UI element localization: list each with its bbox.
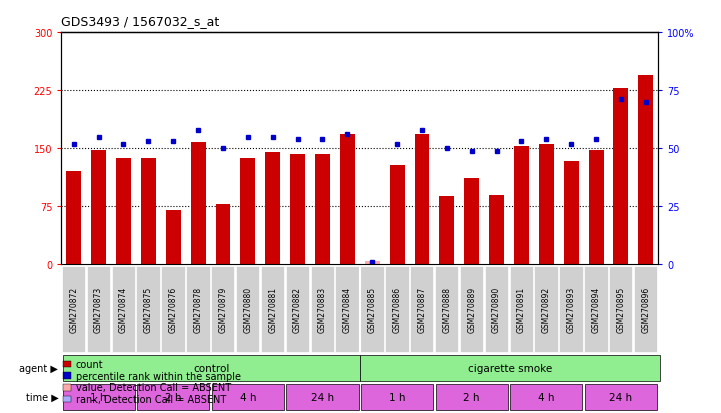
Text: GSM270881: GSM270881 [268,286,277,332]
Text: count: count [76,359,103,369]
FancyBboxPatch shape [460,266,483,352]
FancyBboxPatch shape [236,266,260,352]
Text: GSM270875: GSM270875 [144,286,153,332]
FancyBboxPatch shape [112,266,135,352]
FancyBboxPatch shape [485,266,508,352]
FancyBboxPatch shape [510,384,583,410]
Bar [539,145,554,265]
FancyBboxPatch shape [410,266,433,352]
Text: 1 h: 1 h [389,392,405,402]
Text: GSM270889: GSM270889 [467,286,476,332]
Text: 4 h: 4 h [538,392,554,402]
FancyBboxPatch shape [435,266,459,352]
Text: GSM270872: GSM270872 [69,286,78,332]
FancyBboxPatch shape [212,384,284,410]
Text: GSM270885: GSM270885 [368,286,376,332]
Text: 2 h: 2 h [165,392,182,402]
Text: GSM270878: GSM270878 [194,286,203,332]
FancyBboxPatch shape [63,355,360,381]
FancyBboxPatch shape [585,384,657,410]
FancyBboxPatch shape [609,266,632,352]
Text: 24 h: 24 h [609,392,632,402]
FancyBboxPatch shape [137,384,209,410]
FancyBboxPatch shape [335,266,359,352]
Bar [614,89,629,265]
Bar [365,261,380,265]
FancyBboxPatch shape [286,266,309,352]
FancyBboxPatch shape [360,355,660,381]
Text: GSM270892: GSM270892 [542,286,551,332]
Text: GSM270893: GSM270893 [567,286,575,332]
Text: GSM270895: GSM270895 [616,286,625,332]
Bar [190,143,205,265]
FancyBboxPatch shape [385,266,409,352]
Text: 4 h: 4 h [239,392,256,402]
FancyBboxPatch shape [286,384,358,410]
Text: GSM270883: GSM270883 [318,286,327,332]
Bar [290,154,305,265]
Text: GSM270880: GSM270880 [244,286,252,332]
Text: cigarette smoke: cigarette smoke [467,363,552,373]
FancyBboxPatch shape [584,266,608,352]
Text: GSM270887: GSM270887 [417,286,426,332]
Bar [340,135,355,265]
FancyBboxPatch shape [361,384,433,410]
Bar [489,195,504,265]
Text: time ▶: time ▶ [25,392,58,402]
FancyBboxPatch shape [136,266,160,352]
Bar [116,158,131,265]
Bar [415,135,430,265]
Bar [514,147,529,265]
Bar [564,162,579,265]
Text: rank, Detection Call = ABSENT: rank, Detection Call = ABSENT [76,394,226,404]
Text: GSM270886: GSM270886 [393,286,402,332]
Text: GSM270879: GSM270879 [218,286,227,332]
Bar [439,197,454,265]
Bar [141,158,156,265]
Text: GDS3493 / 1567032_s_at: GDS3493 / 1567032_s_at [61,15,219,28]
Text: GSM270884: GSM270884 [343,286,352,332]
FancyBboxPatch shape [360,266,384,352]
FancyBboxPatch shape [534,266,558,352]
Text: 1 h: 1 h [90,392,107,402]
Bar [91,150,106,265]
Text: GSM270890: GSM270890 [492,286,501,332]
Bar [265,153,280,265]
FancyBboxPatch shape [435,384,508,410]
Text: 2 h: 2 h [464,392,480,402]
FancyBboxPatch shape [162,266,185,352]
Bar [588,150,603,265]
Text: GSM270874: GSM270874 [119,286,128,332]
Text: GSM270873: GSM270873 [94,286,103,332]
Text: GSM270894: GSM270894 [592,286,601,332]
Text: GSM270891: GSM270891 [517,286,526,332]
FancyBboxPatch shape [211,266,234,352]
Bar [166,211,181,265]
Bar [638,76,653,265]
Bar [464,178,479,265]
FancyBboxPatch shape [634,266,658,352]
Text: GSM270876: GSM270876 [169,286,177,332]
Text: GSM270888: GSM270888 [443,286,451,332]
Text: control: control [193,363,229,373]
FancyBboxPatch shape [63,384,135,410]
Text: GSM270896: GSM270896 [642,286,650,332]
FancyBboxPatch shape [559,266,583,352]
FancyBboxPatch shape [186,266,210,352]
Bar [66,172,81,265]
FancyBboxPatch shape [510,266,533,352]
FancyBboxPatch shape [62,266,85,352]
Text: agent ▶: agent ▶ [19,363,58,373]
Bar [216,204,231,265]
FancyBboxPatch shape [311,266,334,352]
Bar [389,166,404,265]
Bar [315,155,330,265]
Text: percentile rank within the sample: percentile rank within the sample [76,371,241,381]
Text: value, Detection Call = ABSENT: value, Detection Call = ABSENT [76,382,231,392]
Text: 24 h: 24 h [311,392,334,402]
Bar [240,158,255,265]
FancyBboxPatch shape [261,266,284,352]
Text: GSM270882: GSM270882 [293,286,302,332]
FancyBboxPatch shape [87,266,110,352]
